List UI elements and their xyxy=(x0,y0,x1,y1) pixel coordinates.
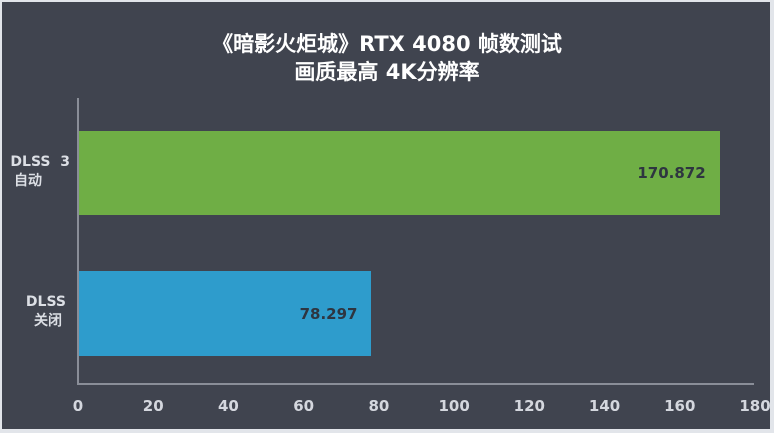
x-tick-label: 60 xyxy=(293,397,315,415)
chart-title: 《暗影火炬城》RTX 4080 帧数测试 画质最高 4K分辨率 xyxy=(0,30,774,86)
chart-subtitle: 画质最高 4K分辨率 xyxy=(294,60,480,84)
category-label-line: 关闭 xyxy=(34,313,62,329)
y-axis-line xyxy=(77,98,79,384)
category-label-line: DLSS 3 xyxy=(10,154,70,170)
x-tick-label: 160 xyxy=(664,397,696,415)
bar-dlss-off: 78.297 xyxy=(79,271,372,356)
category-label-line: 自动 xyxy=(14,173,42,189)
category-label-dlss-off: DLSS 关闭 xyxy=(4,293,66,331)
category-label-line: DLSS xyxy=(25,294,66,310)
chart-panel xyxy=(2,2,770,429)
x-tick-label: 140 xyxy=(588,397,621,415)
x-tick-label: 40 xyxy=(218,397,239,415)
x-tick-label: 0 xyxy=(72,397,84,415)
x-axis-line xyxy=(77,383,754,385)
bar-value-label: 78.297 xyxy=(299,304,358,323)
x-tick-label: 180 xyxy=(739,397,771,415)
bar-value-label: 170.872 xyxy=(637,164,706,182)
category-label-dlss3: DLSS 3 自动 xyxy=(4,153,70,191)
x-tick-label: 100 xyxy=(438,397,470,415)
bar-dlss3: 170.872 xyxy=(79,131,720,215)
x-tick-label: 120 xyxy=(513,397,545,415)
x-tick-label: 20 xyxy=(142,397,164,415)
x-tick-label: 80 xyxy=(368,397,390,415)
chart-title-line1: 《暗影火炬城》RTX 4080 帧数测试 xyxy=(212,32,562,56)
